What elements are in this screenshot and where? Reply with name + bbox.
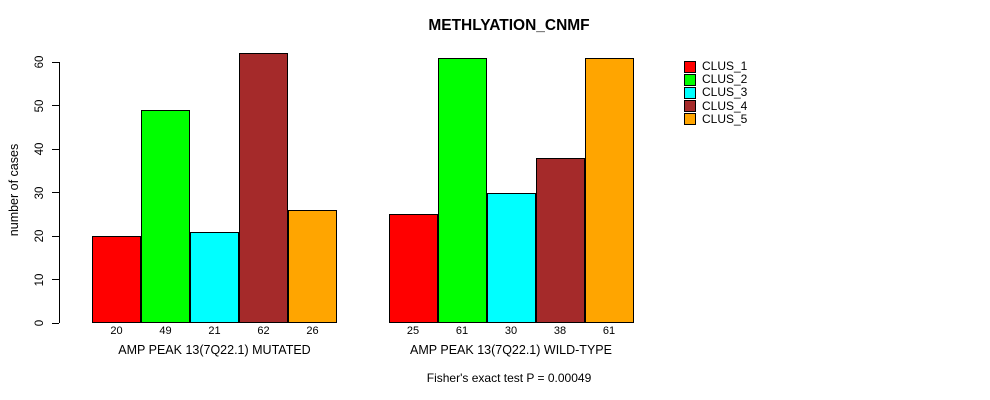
bar-clus_5 [584, 57, 634, 323]
y-axis-label: number of cases [7, 143, 21, 237]
bar-value-label: 38 [553, 325, 567, 337]
group-label: AMP PEAK 13(7Q22.1) MUTATED [118, 343, 311, 357]
y-axis-tick [52, 322, 59, 324]
legend-color-swatch-clus_1 [684, 60, 696, 73]
y-axis-tick [52, 61, 59, 63]
legend: CLUS_1 CLUS_2 CLUS_3 CLUS_4 CLUS_5 [684, 60, 747, 126]
bar-clus_2 [141, 109, 190, 323]
bar-value-label: 61 [602, 325, 616, 337]
legend-label: CLUS_3 [702, 85, 748, 100]
chart-title: METHLYATION_CNMF [428, 17, 590, 34]
bar-value-label: 61 [455, 325, 469, 337]
bar-clus_4 [239, 53, 288, 323]
legend-item: CLUS_4 [684, 98, 748, 113]
legend-label: CLUS_5 [702, 111, 748, 126]
bar-value-label: 30 [504, 325, 518, 337]
y-axis-tick [52, 105, 59, 106]
legend-color-swatch-clus_3 [684, 86, 696, 99]
legend-color-swatch-clus_5 [684, 113, 696, 126]
y-axis-tick-label: 10 [34, 273, 46, 286]
y-axis-tick-label: 0 [34, 319, 46, 327]
bar-clus_1 [388, 214, 438, 323]
y-axis-line [59, 62, 60, 323]
y-axis-tick-label: 60 [34, 55, 46, 69]
bar-clus_4 [535, 157, 585, 323]
legend-item: CLUS_3 [684, 86, 747, 99]
bar-clus_2 [437, 57, 487, 323]
legend-color-swatch-clus_4 [684, 100, 696, 113]
bar-clus_3 [190, 231, 239, 323]
bar-value-label: 20 [110, 325, 123, 337]
bar-value-label: 25 [406, 325, 420, 337]
legend-label: CLUS_4 [702, 98, 748, 113]
y-axis-tick-label: 40 [34, 142, 46, 156]
bar-value-label: 21 [208, 325, 221, 337]
bar-value-label: 62 [257, 325, 270, 337]
y-axis-tick-label: 50 [34, 99, 46, 112]
legend-label: CLUS_2 [702, 72, 748, 87]
y-axis-tick [52, 235, 59, 237]
bar-value-label: 49 [159, 325, 172, 337]
y-axis-tick [52, 148, 59, 150]
fisher-test-annotation: Fisher's exact test P = 0.00049 [426, 371, 592, 385]
group-label: AMP PEAK 13(7Q22.1) WILD-TYPE [410, 343, 612, 357]
legend-item: CLUS_5 [684, 111, 748, 126]
bar-clus_3 [486, 192, 536, 323]
bar-value-label: 26 [306, 325, 319, 337]
legend-color-swatch-clus_2 [684, 73, 696, 86]
y-axis-tick-label: 30 [34, 186, 46, 199]
legend-item: CLUS_1 [684, 60, 747, 73]
bar-clus_5 [288, 209, 337, 323]
y-axis-tick [52, 279, 59, 280]
legend-item: CLUS_2 [684, 73, 747, 86]
y-axis-tick [52, 192, 59, 193]
legend-label: CLUS_1 [702, 59, 748, 74]
y-axis-tick-label: 20 [34, 229, 46, 243]
bar-clus_1 [92, 236, 141, 323]
